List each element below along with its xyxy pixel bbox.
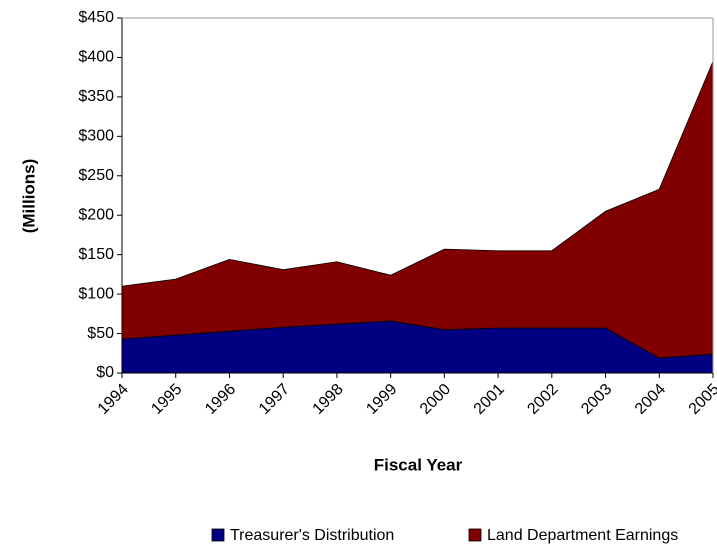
legend-label: Land Department Earnings (487, 527, 678, 544)
y-tick-label: $50 (87, 325, 114, 342)
x-tick-label: 1994 (95, 381, 132, 418)
y-tick-label: $0 (96, 364, 114, 381)
x-tick-label: 1998 (310, 381, 347, 418)
x-tick-label: 2004 (632, 381, 669, 418)
area (121, 61, 714, 359)
x-tick-label: 2000 (417, 381, 454, 418)
x-tick-label: 2003 (578, 381, 615, 418)
x-tick-label: 2002 (524, 381, 561, 418)
x-tick-label: 1997 (256, 381, 293, 418)
y-tick-label: $200 (78, 206, 114, 223)
x-tick-label: 2005 (686, 381, 717, 418)
x-tick-label: 1999 (363, 381, 400, 418)
x-tick-label: 1995 (148, 381, 185, 418)
legend-label: Treasurer's Distribution (230, 527, 394, 544)
y-tick-label: $350 (78, 88, 114, 105)
y-tick-label: $100 (78, 285, 114, 302)
x-tick-label: 2001 (471, 381, 508, 418)
x-axis-label: Fiscal Year (374, 455, 463, 474)
legend-swatch (468, 528, 482, 542)
y-tick-label: $150 (78, 246, 114, 263)
y-tick-label: $450 (78, 9, 114, 26)
y-tick-label: $400 (78, 49, 114, 66)
x-tick-label: 1996 (202, 381, 239, 418)
y-tick-label: $300 (78, 128, 114, 145)
y-axis-label: (Millions) (19, 159, 38, 234)
y-tick-label: $250 (78, 167, 114, 184)
legend-swatch (211, 528, 225, 542)
